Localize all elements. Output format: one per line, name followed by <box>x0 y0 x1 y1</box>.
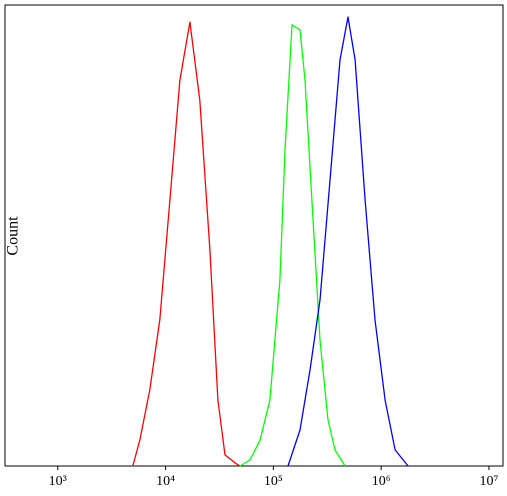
x-tick-label: 10⁴ <box>156 474 175 489</box>
x-tick-label: 10⁶ <box>372 474 391 489</box>
histogram-line <box>287 16 409 467</box>
x-tick-label: 10⁷ <box>480 474 499 489</box>
x-tick-label: 10⁵ <box>264 474 283 489</box>
histogram-line <box>239 24 346 467</box>
x-tick-label: 10³ <box>49 474 67 489</box>
y-axis-label: Count <box>5 216 22 256</box>
histogram-line <box>132 21 241 467</box>
plot-frame <box>4 4 504 467</box>
